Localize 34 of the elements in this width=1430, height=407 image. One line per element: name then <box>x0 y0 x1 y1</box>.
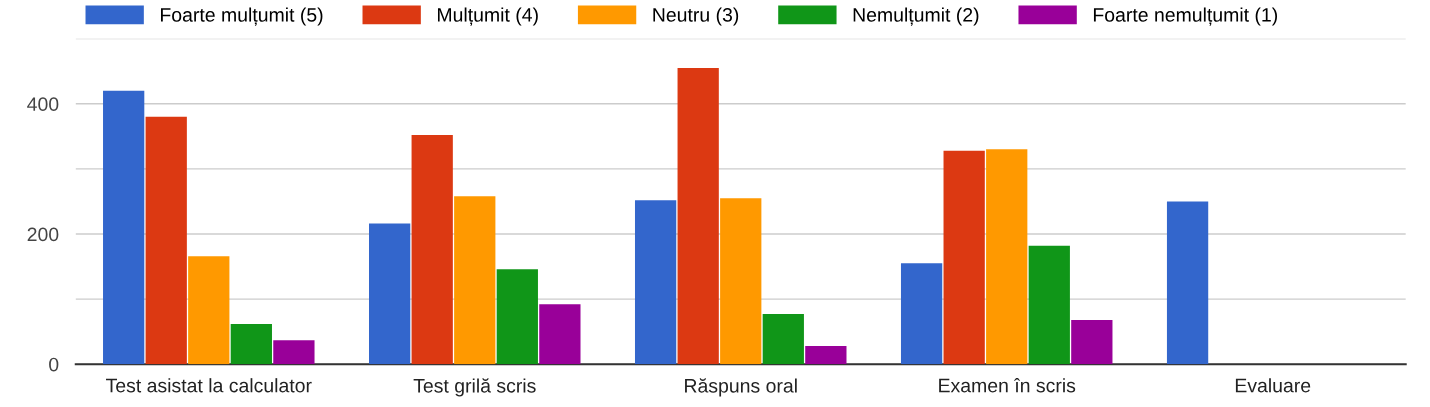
legend-label: Foarte mulțumit (5) <box>161 7 323 26</box>
legend-label: Mulțumit (4) <box>437 7 538 26</box>
bar <box>188 256 230 365</box>
bar <box>496 269 538 365</box>
bar <box>539 304 581 365</box>
x-tick-label: Răspuns oral <box>685 378 797 397</box>
legend-label: Nemulțumit (2) <box>853 7 979 26</box>
y-tick-label: 400 <box>27 97 59 112</box>
bar <box>230 323 272 365</box>
x-tick-label: Test asistat la calculator <box>106 378 312 393</box>
bar <box>986 149 1028 365</box>
bar <box>454 196 496 365</box>
legend-label: Neutru (3) <box>653 7 739 26</box>
bar <box>273 340 315 365</box>
bar <box>411 135 453 365</box>
bar <box>1071 319 1113 365</box>
bar <box>762 314 804 365</box>
legend-label: Foarte nemulțumit (1) <box>1093 7 1278 26</box>
y-tick-label: 200 <box>27 227 59 242</box>
bar <box>1028 245 1070 365</box>
x-tick-label: Evaluare <box>1235 378 1311 393</box>
bar <box>677 67 719 365</box>
bar <box>634 200 677 365</box>
bar <box>943 150 985 365</box>
x-tick-label: Test grilă scris <box>413 378 536 397</box>
y-tick-label: 0 <box>49 357 59 372</box>
bar <box>805 346 847 365</box>
bar <box>1166 201 1209 365</box>
bar <box>720 198 762 365</box>
x-tick-label: Examen în scris <box>939 378 1076 393</box>
bar <box>369 223 411 365</box>
bar <box>900 263 943 365</box>
bar <box>103 90 145 365</box>
bar <box>145 116 187 365</box>
